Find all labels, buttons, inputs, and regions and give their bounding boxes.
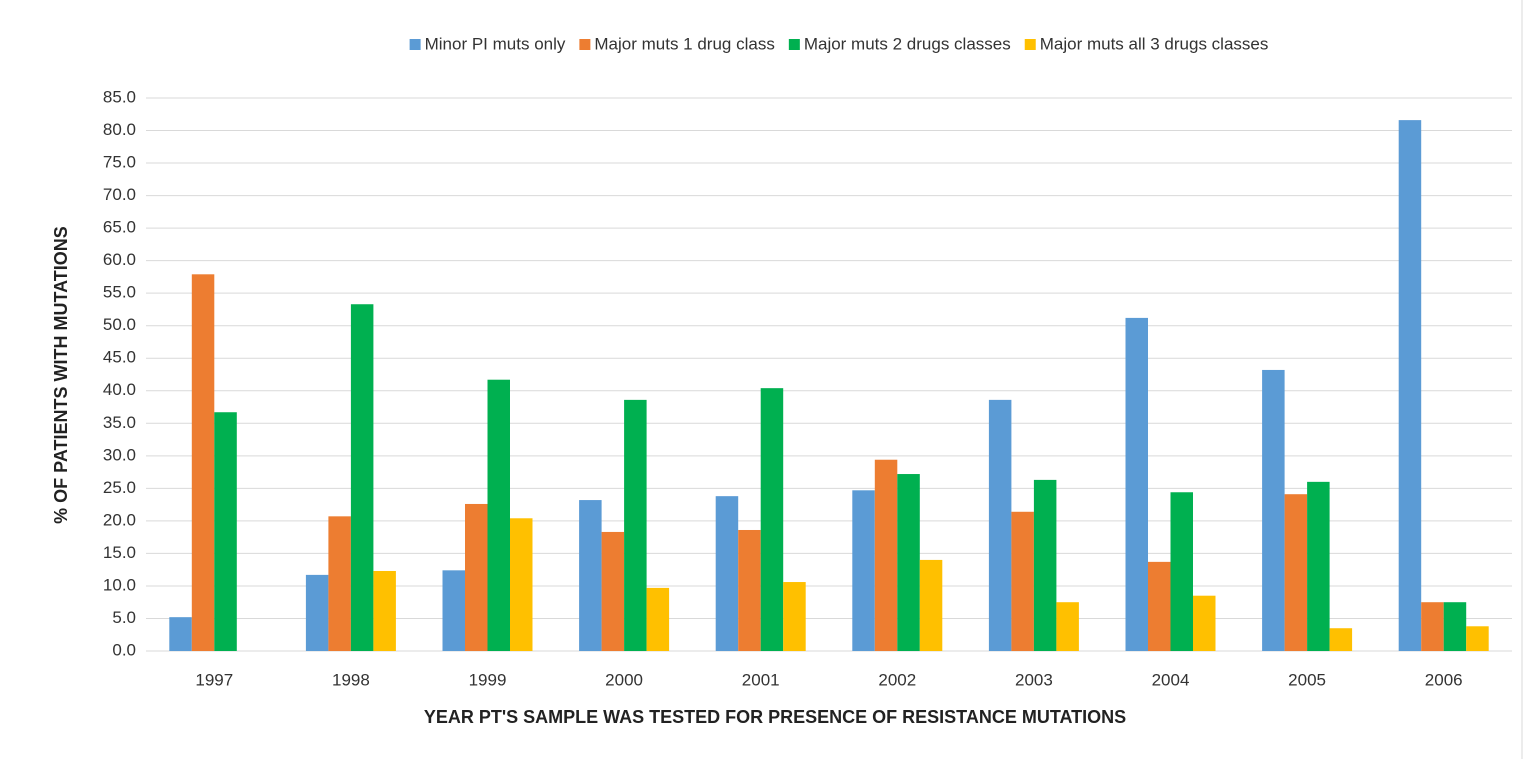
bar — [1329, 628, 1353, 651]
bar — [1443, 602, 1467, 651]
bar — [624, 399, 647, 651]
y-tick-label: 70.0 — [103, 185, 136, 204]
bar — [465, 503, 488, 651]
y-tick-label: 45.0 — [103, 348, 136, 367]
bar — [1056, 602, 1079, 651]
bar — [897, 474, 920, 651]
bar — [1398, 120, 1422, 652]
y-tick-label: 75.0 — [103, 153, 136, 172]
bar — [1170, 492, 1193, 651]
bar — [442, 570, 465, 651]
bar — [1466, 626, 1489, 651]
y-tick-label: 60.0 — [103, 250, 136, 269]
y-tick-label: 40.0 — [103, 380, 136, 399]
bar — [1033, 479, 1057, 651]
x-axis-title: YEAR PT'S SAMPLE WAS TESTED FOR PRESENCE… — [424, 707, 1126, 727]
bar — [646, 587, 670, 651]
x-tick-label: 2002 — [878, 670, 916, 689]
bar — [1421, 602, 1444, 651]
x-tick-label: 2003 — [1015, 670, 1053, 689]
bar — [1193, 595, 1216, 651]
bar — [601, 531, 625, 651]
legend-label: Major muts all 3 drugs classes — [1040, 34, 1269, 53]
bar — [852, 490, 875, 651]
bar — [715, 496, 739, 651]
x-tick-label: 2000 — [605, 670, 643, 689]
bar — [487, 379, 510, 651]
bar — [1307, 481, 1330, 651]
bar — [783, 582, 806, 651]
y-tick-label: 5.0 — [112, 608, 136, 627]
y-tick-label: 15.0 — [103, 543, 136, 562]
bar — [760, 388, 784, 651]
x-tick-label: 1999 — [469, 670, 507, 689]
bar — [738, 529, 761, 651]
y-tick-label: 55.0 — [103, 283, 136, 302]
bar — [988, 399, 1012, 651]
legend-swatch — [579, 39, 591, 50]
bar — [191, 274, 215, 651]
x-tick-label: 2006 — [1425, 670, 1463, 689]
x-tick-label: 1997 — [195, 670, 233, 689]
y-tick-label: 85.0 — [103, 87, 136, 106]
y-tick-label: 50.0 — [103, 315, 136, 334]
legend-swatch — [788, 39, 800, 50]
bar — [1262, 369, 1285, 651]
legend-swatch — [409, 39, 421, 50]
x-tick-label: 2005 — [1288, 670, 1326, 689]
x-tick-label: 2004 — [1152, 670, 1190, 689]
bar — [919, 559, 943, 651]
bar — [305, 574, 329, 651]
legend-label: Minor PI muts only — [425, 34, 566, 53]
legend-label: Major muts 2 drugs classes — [804, 34, 1011, 53]
bar — [874, 459, 898, 651]
x-tick-label: 1998 — [332, 670, 370, 689]
y-tick-label: 30.0 — [103, 445, 136, 464]
y-tick-label: 10.0 — [103, 575, 136, 594]
bar — [1011, 511, 1034, 651]
bar — [350, 304, 374, 651]
bar — [510, 518, 533, 651]
bar — [1284, 494, 1308, 651]
bar — [328, 516, 351, 651]
y-tick-label: 20.0 — [103, 510, 136, 529]
legend-swatch — [1024, 39, 1036, 50]
y-tick-label: 80.0 — [103, 120, 136, 139]
y-axis-title: % OF PATIENTS WITH MUTATIONS — [51, 226, 71, 524]
y-tick-label: 35.0 — [103, 413, 136, 432]
y-tick-label: 25.0 — [103, 478, 136, 497]
legend-label: Major muts 1 drug class — [594, 34, 774, 53]
y-tick-label: 0.0 — [112, 640, 136, 659]
bar — [1125, 317, 1148, 651]
bar — [169, 617, 192, 651]
bar — [214, 412, 237, 651]
bar — [1148, 561, 1171, 651]
bar — [579, 500, 602, 651]
y-tick-label: 65.0 — [103, 218, 136, 237]
x-tick-label: 2001 — [742, 670, 780, 689]
bar — [373, 570, 396, 651]
